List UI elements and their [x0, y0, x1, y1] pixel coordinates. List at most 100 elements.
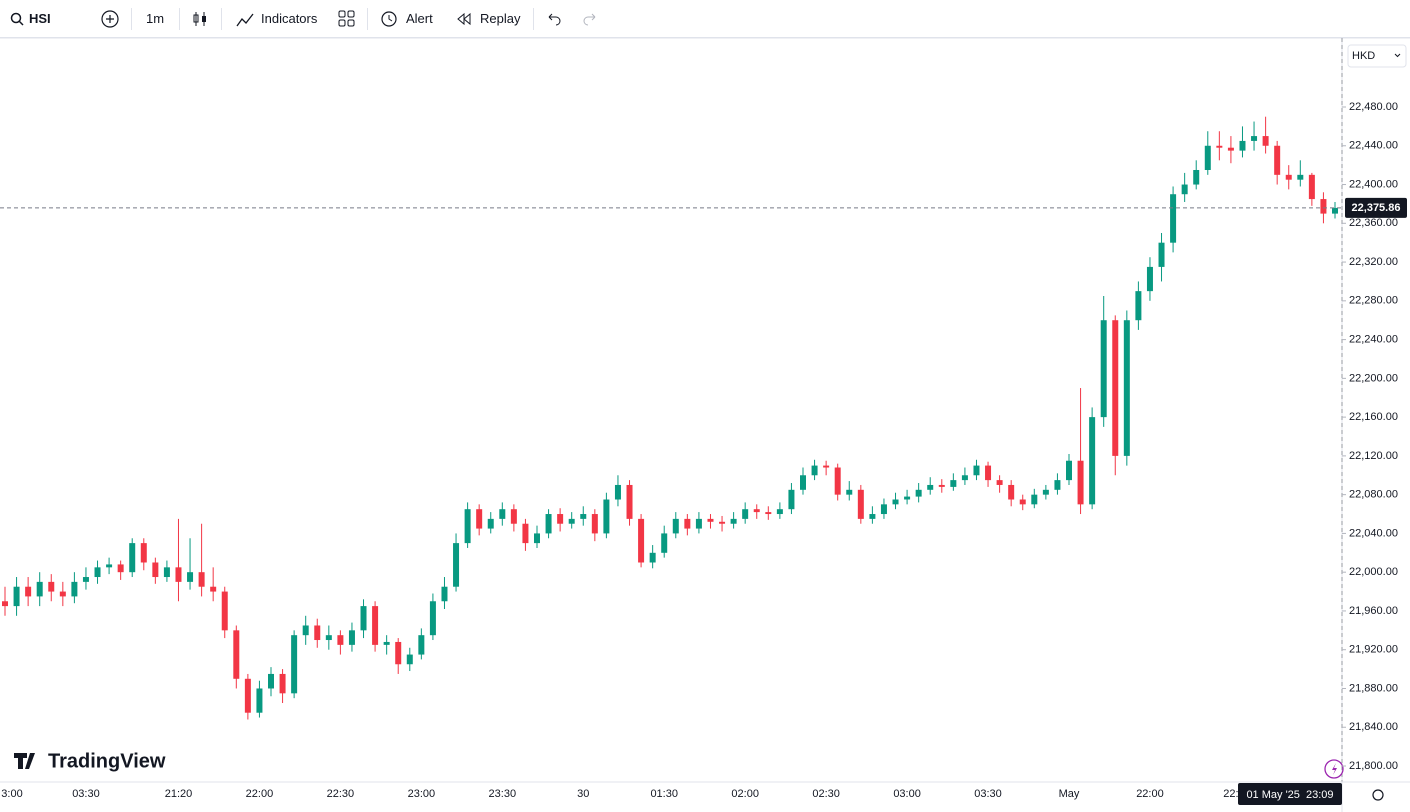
candle-body — [661, 533, 668, 553]
x-tick-label: 22:00 — [246, 788, 274, 800]
interval[interactable]: 1m — [146, 11, 165, 26]
candle-body — [106, 564, 113, 568]
candle-body — [25, 586, 32, 597]
candle-body — [163, 567, 170, 578]
candle-body — [869, 514, 876, 519]
candle-body — [140, 543, 147, 563]
currency-box[interactable] — [1347, 44, 1407, 68]
candle-body — [1170, 194, 1177, 243]
currency[interactable]: HKD — [1352, 50, 1375, 62]
candle-body — [510, 509, 517, 524]
candle-body — [638, 518, 645, 563]
alert[interactable]: Alert — [406, 11, 433, 26]
indicators-icon[interactable] — [235, 10, 255, 28]
candle-body — [1019, 499, 1026, 505]
candle-body — [857, 489, 864, 519]
candle-body — [580, 514, 587, 519]
candle-body — [811, 465, 818, 476]
candle-body — [915, 489, 922, 497]
candle-body — [36, 581, 43, 597]
redo[interactable] — [582, 11, 598, 27]
candle-body — [187, 572, 194, 582]
x-tick-label: 03:30 — [974, 788, 1002, 800]
candle-body — [672, 518, 679, 534]
candle-body — [406, 654, 413, 665]
x-tick-label: 23:30 — [489, 788, 517, 800]
alert-icon[interactable] — [380, 9, 400, 29]
candle-body — [476, 509, 483, 529]
candle-body — [129, 543, 136, 573]
candle-body — [59, 591, 66, 597]
y-tick-label: 22,480.00 — [1349, 101, 1398, 113]
y-tick-label: 22,120.00 — [1349, 450, 1398, 462]
candle-body — [765, 512, 772, 515]
y-tick-label: 22,200.00 — [1349, 372, 1398, 384]
candle-body — [800, 475, 806, 490]
candle-body — [961, 475, 968, 481]
x-tick-label: May — [1059, 788, 1080, 800]
candle-body — [626, 484, 633, 519]
candle-body — [1251, 136, 1258, 141]
candle-body — [742, 509, 749, 519]
candle-body — [152, 562, 159, 578]
candle-body — [256, 688, 263, 713]
candle-body — [1193, 169, 1200, 185]
candle-body — [268, 673, 274, 689]
candle-body — [418, 635, 425, 655]
last-price-label: 22,375.86 — [1352, 202, 1401, 214]
candle-body — [499, 509, 506, 519]
candle-body — [1320, 199, 1327, 214]
candle-body — [719, 521, 726, 524]
candle-body — [1227, 147, 1234, 151]
undo[interactable] — [546, 11, 562, 27]
candle-body — [1054, 480, 1061, 490]
x-tick-label: 03:30 — [72, 788, 100, 800]
layouts[interactable] — [338, 10, 356, 28]
fast-icon[interactable] — [1324, 759, 1344, 779]
candle-body — [1181, 184, 1188, 195]
candle-body — [13, 586, 20, 607]
candle-body — [1262, 136, 1269, 146]
y-tick-label: 21,960.00 — [1349, 605, 1398, 617]
candle-body — [94, 567, 101, 578]
candle-body — [1135, 291, 1142, 321]
candle-body — [441, 586, 448, 602]
candle-body — [1239, 140, 1246, 151]
chart-type[interactable] — [191, 10, 209, 28]
candles — [2, 116, 1338, 720]
y-tick-label: 22,360.00 — [1349, 217, 1398, 229]
candle-body — [1077, 460, 1084, 505]
logo-text: TradingView — [48, 750, 166, 772]
settings-icon[interactable] — [1372, 789, 1384, 801]
candle-body — [904, 496, 911, 500]
candle-body — [1332, 207, 1338, 214]
candle-body — [927, 484, 934, 490]
symbol[interactable]: HSI — [29, 11, 51, 26]
indicators[interactable]: Indicators — [261, 11, 318, 26]
candle-body — [82, 577, 89, 582]
replay-icon[interactable] — [456, 11, 472, 27]
candle-body — [730, 518, 737, 524]
candle-body — [1146, 266, 1153, 292]
candle-body — [337, 635, 344, 645]
x-tick-label: 22: — [1223, 788, 1238, 800]
candle-body — [684, 518, 691, 529]
candle-body — [1216, 145, 1223, 148]
add-symbol[interactable] — [100, 9, 120, 29]
candle-body — [233, 630, 240, 679]
candle-body — [1089, 417, 1096, 505]
candle-body — [383, 641, 390, 645]
candle-body — [1297, 174, 1304, 180]
candle-body — [892, 499, 899, 505]
candle-body — [372, 606, 379, 645]
candle-body — [707, 518, 714, 522]
candle-body — [1204, 145, 1211, 170]
replay[interactable]: Replay — [480, 11, 521, 26]
candle-body — [1008, 484, 1015, 500]
x-tick-label: 01:30 — [650, 788, 678, 800]
x-tick-label: 02:30 — [812, 788, 840, 800]
candle-body — [996, 480, 1003, 485]
candle-body — [649, 552, 656, 563]
candle-body — [557, 514, 564, 524]
